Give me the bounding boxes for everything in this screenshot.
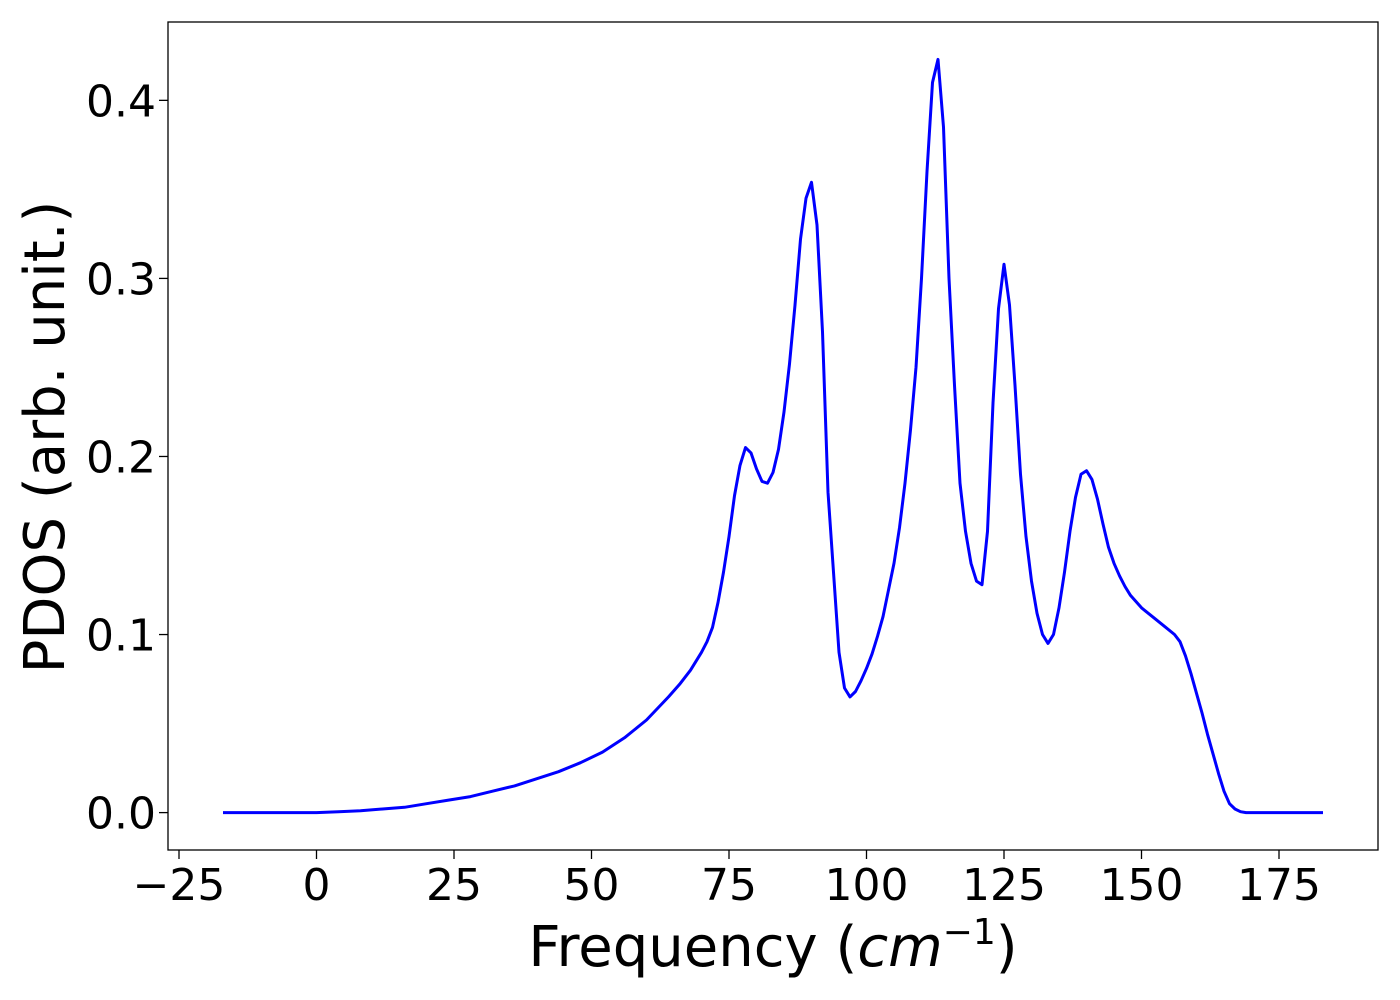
y-axis-ticks: 0.0 0.1 0.2 0.3 0.4 [86, 76, 168, 840]
y-tick-label: 0.0 [86, 789, 156, 840]
x-tick-label: 25 [426, 860, 482, 911]
pdos-series-line [223, 57, 1323, 815]
x-axis-ticks: −25 0 25 50 75 100 125 150 175 [133, 850, 1321, 911]
y-tick-label: 0.1 [86, 611, 156, 662]
x-tick-label: 150 [1100, 860, 1184, 911]
x-tick-label: 75 [701, 860, 757, 911]
y-tick-label: 0.3 [86, 254, 156, 305]
x-tick-label: −25 [133, 860, 226, 911]
x-tick-label: 175 [1237, 860, 1321, 911]
y-tick-label: 0.4 [86, 76, 156, 127]
x-tick-label: 50 [564, 860, 620, 911]
x-axis-label: Frequency (cm−1) [528, 912, 1017, 980]
plot-frame [167, 21, 1379, 851]
x-tick-label: 0 [303, 860, 331, 911]
x-tick-label: 100 [825, 860, 909, 911]
y-tick-label: 0.2 [86, 432, 156, 483]
x-tick-label: 125 [962, 860, 1046, 911]
y-axis-label: PDOS (arb. unit.) [13, 201, 78, 674]
